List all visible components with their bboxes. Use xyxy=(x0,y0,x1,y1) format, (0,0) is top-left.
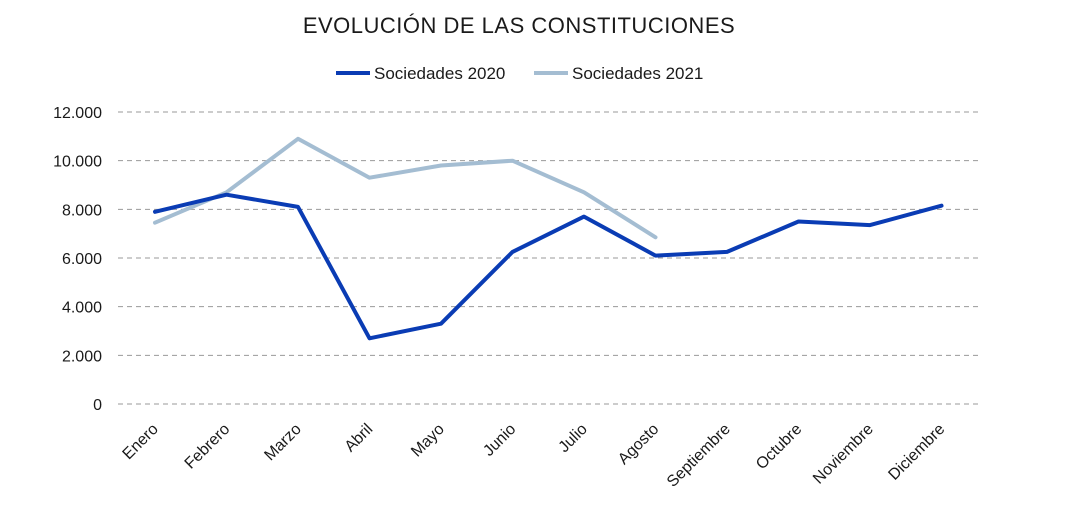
y-tick-label: 8.000 xyxy=(62,202,102,219)
x-tick-label: Diciembre xyxy=(885,421,948,484)
x-tick-label: Marzo xyxy=(261,421,305,465)
x-tick-label: Septiembre xyxy=(664,421,734,491)
y-tick-label: 12.000 xyxy=(53,105,102,122)
x-tick-label: Abril xyxy=(342,421,377,456)
series-line-sociedades-2021 xyxy=(153,136,658,240)
y-tick-label: 2.000 xyxy=(62,348,102,365)
legend: Sociedades 2020 Sociedades 2021 xyxy=(336,64,703,83)
legend-label: Sociedades 2021 xyxy=(572,64,703,83)
y-tick-label: 6.000 xyxy=(62,251,102,268)
x-tick-label: Febrero xyxy=(182,421,234,473)
x-tick-label: Julio xyxy=(556,421,591,456)
legend-label: Sociedades 2020 xyxy=(374,64,505,83)
x-tick-label: Octubre xyxy=(753,421,805,473)
series-line-sociedades-2020 xyxy=(153,192,944,341)
x-tick-label: Agosto xyxy=(615,421,662,468)
x-tick-label: Enero xyxy=(120,421,162,463)
x-tick-label: Mayo xyxy=(408,421,448,461)
series-group xyxy=(153,136,944,341)
x-tick-label: Junio xyxy=(480,421,519,460)
y-tick-label: 10.000 xyxy=(53,154,102,171)
y-tick-label: 0 xyxy=(93,397,102,414)
y-axis: 0 2.000 4.000 6.000 8.000 10.000 12.000 xyxy=(53,105,102,414)
x-axis: Enero Febrero Marzo Abril Mayo Junio Julio Agos… xyxy=(120,421,949,491)
gridlines xyxy=(118,111,978,405)
y-tick-label: 4.000 xyxy=(62,300,102,317)
chart-title: EVOLUCIÓN DE LAS CONSTITUCIONES xyxy=(303,13,735,38)
x-tick-label: Noviembre xyxy=(810,421,877,488)
